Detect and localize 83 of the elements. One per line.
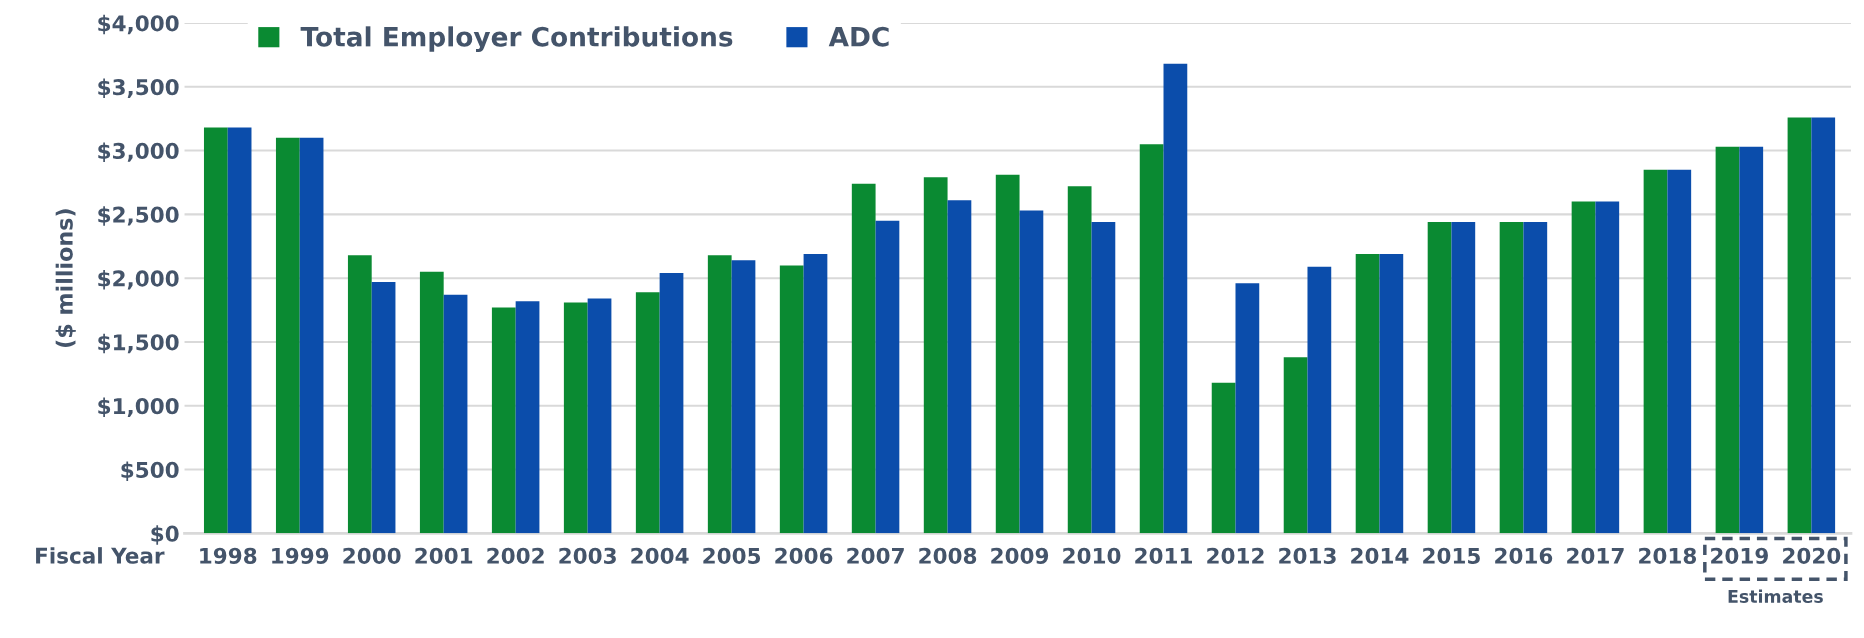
y-tick-label: $3,000 [98,142,179,162]
bar [587,298,612,534]
bar [635,292,660,534]
bar [1163,63,1188,534]
bar [851,183,876,534]
x-tick-label: 2007 [847,547,904,564]
x-tick-label: 2013 [1279,547,1336,564]
bar [371,282,396,534]
x-tick-label: 2003 [559,547,616,564]
bar [1019,210,1044,534]
bar [515,301,540,534]
bar [659,273,684,534]
x-tick-label: 2009 [991,547,1049,564]
legend-label: ADC [828,26,889,47]
bar [275,137,300,534]
bar [1643,169,1668,534]
x-tick-label: 2011 [1135,547,1192,564]
bar [995,174,1020,534]
x-tick-label: 2005 [703,547,761,564]
x-tick-label: 2012 [1207,547,1264,564]
bar [1091,222,1116,534]
x-tick-label: 2016 [1495,547,1553,564]
bar [1667,169,1692,534]
bar [1235,283,1260,534]
bar [707,255,732,534]
y-tick-label: $1,500 [98,333,179,354]
x-tick-label: 1998 [200,547,257,564]
bar [731,260,756,534]
x-tick-label: 2020 [1783,547,1841,564]
x-tick-label: 2000 [343,547,401,564]
bar [1139,144,1164,534]
text: Estimates [1728,589,1823,603]
bar [1451,222,1476,534]
bar [1067,186,1092,534]
y-axis-title: ($ millions) [55,209,76,347]
bar [563,302,588,534]
x-tick-label: 2014 [1351,547,1409,564]
y-tick-label: $4,000 [98,14,179,35]
y-tick-label: $500 [121,461,179,481]
y-tick-label: $2,500 [98,206,179,226]
bar [1787,117,1812,534]
x-tick-label: 2019 [1711,547,1768,564]
x-tick-label: 2010 [1063,547,1121,564]
legend-label: Total Employer Contributions [300,26,733,53]
y-tick-label: $3,500 [98,78,179,99]
bar [1571,201,1596,534]
bar [347,255,372,534]
bar [1307,266,1332,534]
x-tick-label: 2001 [415,547,473,564]
x-tick-label: 2008 [919,547,977,564]
x-tick-label: 2015 [1423,547,1480,564]
bar [1379,253,1404,534]
bar [803,253,828,534]
bar [1739,146,1764,534]
x-tick-label: 1999 [272,547,329,564]
bar [227,127,252,534]
x-axis-title: Fiscal Year [36,547,165,564]
bar [443,294,468,534]
bar [1211,382,1236,534]
x-tick-label: 2006 [775,547,833,564]
x-tick-label: 2002 [487,547,544,564]
x-tick-label: 2004 [631,547,689,564]
y-tick-label: $1,000 [98,397,179,418]
bar [1811,117,1836,534]
bar [779,265,804,534]
bar [947,200,972,534]
y-tick-label: $2,000 [98,269,179,290]
bar [1523,222,1548,534]
bar [1355,253,1380,534]
bar [923,177,948,534]
bar [1499,222,1524,534]
y-tick-label: $0 [151,525,179,545]
bar [1283,357,1308,534]
bar [491,307,516,534]
bar [1715,146,1740,534]
bar [299,137,324,534]
x-tick-label: 2017 [1567,547,1624,564]
bar [203,127,228,534]
x-tick-label: 2018 [1639,547,1697,564]
bar [1595,201,1620,534]
bar [419,271,444,534]
bar [875,220,900,534]
bar [1427,222,1452,534]
